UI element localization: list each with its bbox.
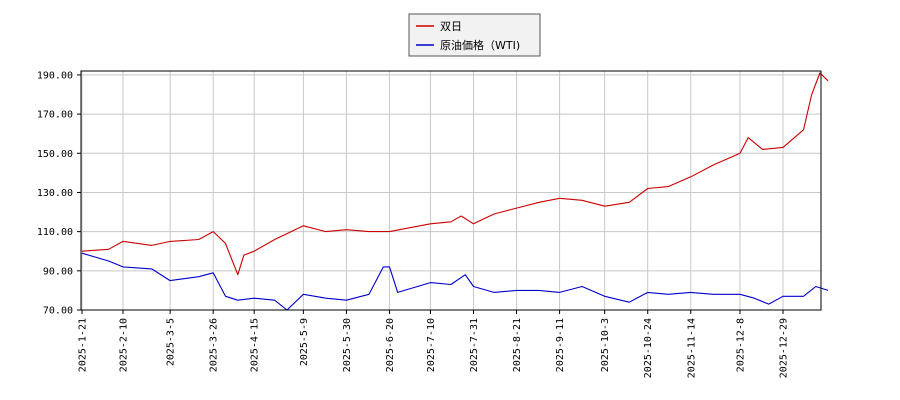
- x-axis: 2025-1-21 2025-2-10 2025-3-5 2025-3-26 2025-…: [78, 310, 790, 378]
- y-tick-label: 70.00: [43, 306, 73, 317]
- x-tick-label: 2025-11-14: [686, 318, 697, 378]
- x-tick-label: 2025-6-20: [385, 318, 396, 372]
- series-line-wti: [81, 252, 829, 311]
- x-tick-label: 2025-2-10: [118, 318, 129, 372]
- x-tick-label: 2025-12-8: [735, 318, 746, 372]
- series-line-sojitz: [81, 72, 829, 276]
- x-tick-label: 2025-7-10: [426, 318, 437, 372]
- x-tick-label: 2025-12-29: [779, 318, 790, 378]
- x-tick-label: 2025-4-15: [250, 318, 261, 372]
- x-tick-label: 2025-7-31: [469, 318, 480, 372]
- x-tick-label: 2025-3-5: [166, 318, 177, 366]
- legend: 双日 原油価格（WTI): [408, 13, 541, 57]
- y-tick-label: 150.00: [37, 149, 73, 160]
- x-tick-label: 2025-10-3: [600, 318, 611, 372]
- grid-lines: [81, 71, 821, 311]
- legend-label-wti: 原油価格（WTI): [440, 38, 520, 52]
- y-tick-label: 110.00: [37, 227, 73, 238]
- x-tick-label: 2025-9-11: [555, 318, 566, 372]
- x-tick-label: 2025-8-21: [512, 318, 523, 372]
- x-tick-label: 2025-5-9: [299, 318, 310, 366]
- x-tick-label: 2025-1-21: [78, 318, 89, 372]
- y-tick-label: 170.00: [37, 110, 73, 121]
- legend-label-sojitz: 双日: [440, 20, 462, 33]
- y-tick-label: 90.00: [43, 266, 73, 277]
- series-lines: [81, 72, 829, 311]
- x-tick-label: 2025-3-26: [209, 318, 220, 372]
- x-tick-label: 2025-5-30: [342, 318, 353, 372]
- legend-box: [408, 13, 541, 57]
- plot-area-frame: [80, 70, 822, 311]
- y-axis: 70.00 90.00 110.00 130.00 150.00 170.00 190.00: [37, 70, 81, 317]
- x-tick-label: 2025-10-24: [643, 318, 654, 378]
- y-tick-label: 130.00: [37, 188, 73, 199]
- y-tick-label: 190.00: [37, 70, 73, 81]
